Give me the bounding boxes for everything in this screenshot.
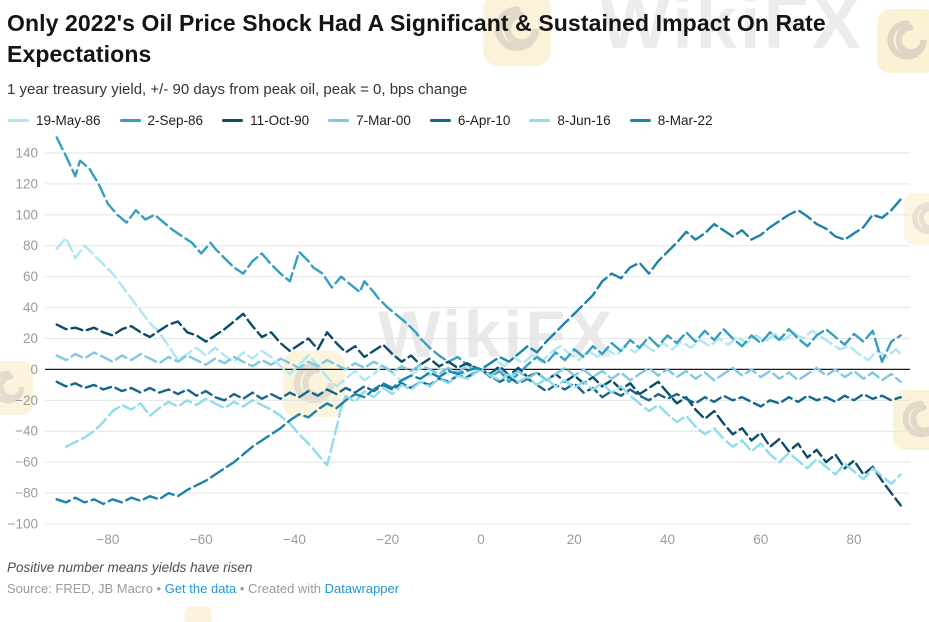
source-line: Source: FRED, JB Macro • Get the data • … xyxy=(7,581,929,596)
source-separator: • Created with xyxy=(236,581,325,597)
x-tick-label: 60 xyxy=(753,532,768,547)
source-separator: • xyxy=(152,581,165,597)
gridlines xyxy=(45,152,910,525)
x-tick-label: 40 xyxy=(660,532,675,547)
legend-swatch xyxy=(429,119,451,123)
legend-item-19-May-86: 19-May-86 xyxy=(8,113,101,128)
x-tick-label: −60 xyxy=(190,532,213,547)
y-tick-label: 80 xyxy=(23,238,38,253)
series-line-6-Apr-10 xyxy=(55,368,902,408)
legend-swatch xyxy=(328,119,350,123)
legend-item-2-Sep-86: 2-Sep-86 xyxy=(119,113,204,129)
y-tick-label: 20 xyxy=(23,331,38,346)
chart-legend: 19-May-86 2-Sep-86 11-Oct-90 7-Mar-00 6-Apr-… xyxy=(0,113,929,128)
y-tick-label: 140 xyxy=(15,146,38,161)
y-tick-label: 60 xyxy=(23,269,38,284)
legend-item-8-Jun-16: 8-Jun-16 xyxy=(529,113,611,129)
legend-swatch xyxy=(8,119,29,123)
x-tick-label: −80 xyxy=(96,532,119,547)
y-tick-label: −60 xyxy=(15,455,38,470)
legend-swatch xyxy=(119,119,141,123)
legend-label: 11-Oct-90 xyxy=(250,113,310,129)
y-tick-label: 120 xyxy=(15,177,38,192)
line-chart: 140 120 100 80 60 40 20 0 −20 −40 −60 −80 −100 −80 −60… xyxy=(8,136,910,547)
y-tick-label: −40 xyxy=(15,424,38,439)
legend-label: 8-Mar-22 xyxy=(657,113,713,129)
y-tick-label: 100 xyxy=(15,207,38,222)
legend-swatch xyxy=(529,119,551,123)
series-line-11-Oct-90 xyxy=(55,312,902,507)
x-axis-labels: −80 −60 −40 −20 0 20 40 60 80 xyxy=(96,532,861,547)
legend-swatch xyxy=(629,119,651,123)
x-tick-label: 0 xyxy=(477,532,485,547)
watermark-logo xyxy=(150,606,246,622)
legend-item-7-Mar-00: 7-Mar-00 xyxy=(328,113,411,128)
y-tick-label: 40 xyxy=(23,300,38,315)
legend-item-11-Oct-90: 11-Oct-90 xyxy=(222,113,309,128)
legend-item-6-Apr-10: 6-Apr-10 xyxy=(429,113,511,129)
chart-subtitle: 1 year treasury yield, +/- 90 days from … xyxy=(7,81,468,99)
x-tick-label: 20 xyxy=(567,532,582,547)
get-the-data-link[interactable]: Get the data xyxy=(164,581,237,597)
y-tick-label: −100 xyxy=(8,517,38,532)
datawrapper-link[interactable]: Datawrapper xyxy=(324,581,400,597)
x-tick-label: −40 xyxy=(283,532,306,547)
chart-header: Only 2022's Oil Price Shock Had A Signif… xyxy=(0,0,929,98)
y-tick-label: −80 xyxy=(15,486,38,501)
legend-label: 7-Mar-00 xyxy=(356,113,411,129)
source-text: Source: FRED, JB Macro xyxy=(7,581,153,597)
legend-label: 8-Jun-16 xyxy=(557,113,611,129)
y-axis-labels: 140 120 100 80 60 40 20 0 −20 −40 −60 −80 −100 xyxy=(8,146,38,532)
series-line-2-Sep-86 xyxy=(55,136,902,384)
series-line-19-May-86 xyxy=(55,236,902,388)
series-line-8-Jun-16 xyxy=(64,368,902,486)
y-tick-label: 0 xyxy=(30,362,38,377)
chart-footnote: Positive number means yields have risen xyxy=(7,560,253,576)
legend-swatch xyxy=(222,119,244,123)
legend-label: 2-Sep-86 xyxy=(147,113,204,129)
legend-label: 19-May-86 xyxy=(36,113,101,129)
legend-label: 6-Apr-10 xyxy=(457,113,511,129)
legend-item-8-Mar-22: 8-Mar-22 xyxy=(629,113,713,129)
x-tick-label: −20 xyxy=(376,532,399,547)
series-lines xyxy=(55,136,902,507)
series-line-7-Mar-00 xyxy=(55,351,902,384)
chart-title: Only 2022's Oil Price Shock Had A Signif… xyxy=(7,10,826,67)
y-tick-label: −20 xyxy=(15,393,38,408)
series-line-8-Mar-22 xyxy=(55,198,902,506)
x-tick-label: 80 xyxy=(847,532,862,547)
